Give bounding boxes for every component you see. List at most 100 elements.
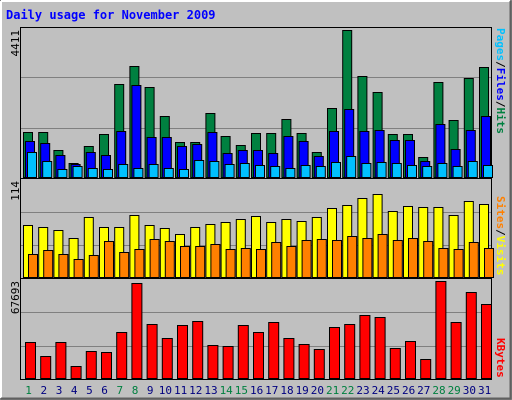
bar-pages-1: [27, 152, 37, 178]
bar-sites-5: [88, 255, 99, 278]
day-label-12: 12: [189, 384, 202, 397]
bar-sites-24: [377, 234, 388, 278]
bar-kbytes-16: [253, 332, 264, 379]
bar-sites-22: [347, 236, 358, 278]
bar-pages-10: [163, 168, 174, 178]
day-label-16: 16: [250, 384, 263, 397]
bar-kbytes-15: [237, 325, 249, 379]
bar-pages-8: [133, 168, 144, 178]
day-label-3: 3: [56, 384, 63, 397]
bar-sites-30: [468, 242, 479, 278]
day-label-28: 28: [432, 384, 445, 397]
bar-pages-20: [315, 166, 326, 178]
day-label-6: 6: [101, 384, 108, 397]
day-label-30: 30: [463, 384, 476, 397]
kbytes-max-label: 67693: [9, 281, 22, 314]
visits-panel-legend: Sites/Visits: [494, 196, 507, 276]
bar-kbytes-11: [177, 325, 188, 379]
bar-sites-12: [195, 246, 206, 278]
bar-pages-21: [331, 162, 341, 178]
bar-kbytes-2: [40, 356, 52, 379]
day-label-29: 29: [448, 384, 461, 397]
day-label-19: 19: [296, 384, 309, 397]
day-label-23: 23: [356, 384, 369, 397]
day-label-22: 22: [341, 384, 354, 397]
bar-pages-22: [346, 156, 357, 178]
bar-pages-19: [300, 165, 311, 178]
day-label-26: 26: [402, 384, 415, 397]
legend-sep-2: /: [494, 101, 507, 108]
legend-sep-1: /: [494, 61, 507, 68]
day-label-7: 7: [116, 384, 123, 397]
bar-sites-8: [134, 249, 145, 278]
bar-sites-25: [392, 240, 403, 278]
day-label-31: 31: [478, 384, 491, 397]
bar-pages-2: [42, 161, 53, 178]
legend-sites: Sites: [494, 196, 507, 229]
bar-pages-6: [103, 169, 113, 178]
day-label-1: 1: [25, 384, 32, 397]
bar-sites-9: [149, 239, 160, 278]
bar-kbytes-4: [70, 366, 82, 379]
bar-pages-9: [148, 164, 159, 178]
bar-pages-18: [285, 168, 296, 178]
legend-hits: Hits: [494, 108, 507, 135]
bar-kbytes-9: [146, 324, 158, 379]
day-label-20: 20: [311, 384, 324, 397]
day-label-5: 5: [86, 384, 93, 397]
bar-sites-4: [73, 259, 84, 278]
bar-kbytes-12: [192, 321, 204, 379]
bar-pages-30: [467, 161, 478, 178]
hits-max-label: 4411: [9, 30, 22, 57]
day-label-14: 14: [220, 384, 234, 397]
legend-kbytes: KBytes: [494, 338, 507, 378]
bar-kbytes-31: [481, 304, 492, 379]
day-label-27: 27: [417, 384, 430, 397]
bar-pages-5: [87, 168, 98, 178]
bar-sites-21: [332, 240, 342, 278]
chart-title: Daily usage for November 2009: [6, 8, 216, 22]
bar-pages-27: [422, 166, 433, 178]
day-label-13: 13: [204, 384, 217, 397]
bar-sites-10: [164, 241, 175, 278]
bar-pages-25: [391, 163, 402, 178]
legend-files: Files: [494, 68, 507, 101]
bar-pages-23: [361, 163, 372, 178]
bar-sites-2: [43, 250, 54, 278]
bar-kbytes-29: [450, 322, 462, 379]
bar-kbytes-1: [25, 342, 36, 379]
day-label-18: 18: [280, 384, 293, 397]
bar-pages-7: [118, 164, 129, 178]
bar-kbytes-18: [283, 338, 295, 379]
bar-sites-27: [423, 241, 434, 278]
bar-pages-4: [72, 166, 83, 178]
bar-kbytes-13: [207, 345, 219, 379]
bar-kbytes-23: [359, 315, 371, 379]
legend-visits: Visits: [494, 236, 507, 276]
bar-pages-12: [194, 160, 205, 178]
day-label-21: 21: [326, 384, 339, 397]
bar-pages-17: [270, 166, 281, 178]
bar-kbytes-6: [101, 352, 112, 379]
bar-sites-17: [271, 242, 282, 278]
bar-kbytes-17: [268, 322, 280, 379]
day-label-10: 10: [159, 384, 172, 397]
bar-pages-14: [224, 164, 235, 178]
legend-pages: Pages: [494, 28, 507, 61]
day-label-11: 11: [174, 384, 187, 397]
hits-panel-legend: Pages/Files/Hits: [494, 28, 507, 134]
bar-sites-29: [453, 249, 464, 278]
bar-sites-16: [256, 249, 266, 278]
bar-kbytes-21: [329, 327, 340, 379]
bar-kbytes-20: [313, 349, 325, 379]
bar-sites-3: [58, 254, 69, 278]
bar-kbytes-3: [55, 342, 67, 379]
day-label-17: 17: [265, 384, 278, 397]
visits-max-label: 114: [9, 181, 22, 201]
bar-pages-26: [407, 165, 417, 178]
kbytes-panel-legend: KBytes: [494, 338, 507, 378]
day-label-2: 2: [40, 384, 47, 397]
day-label-24: 24: [372, 384, 386, 397]
bar-pages-24: [376, 162, 387, 178]
bar-kbytes-10: [161, 338, 173, 379]
